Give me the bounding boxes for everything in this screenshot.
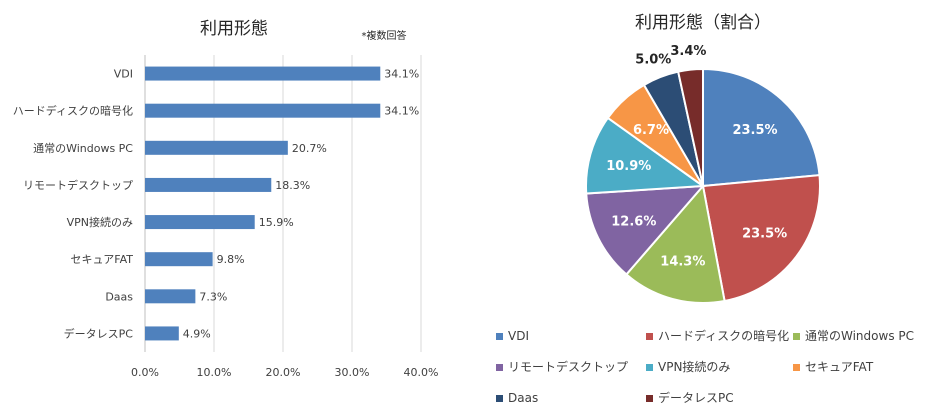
legend-swatch [646,395,653,402]
bar-2 [145,103,381,118]
legend-label: 通常のWindows PC [805,329,914,343]
legend-swatch [496,364,503,371]
legend-swatch [496,333,503,340]
pie-value-label: 10.9% [606,159,651,174]
legend-swatch [646,333,653,340]
bar-3 [145,140,288,155]
category-label: ハードディスクの暗号化 [13,104,133,118]
bar-value-label: 9.8% [217,253,245,266]
legend-label: セキュアFAT [805,360,874,374]
x-tick-label: 30.0% [335,366,370,379]
category-label: セキュアFAT [71,253,134,266]
multiple-answer-note: *複数回答 [362,29,407,42]
category-label: VDI [114,68,133,81]
pie-value-label: 3.4% [670,44,706,59]
bar-4 [145,177,272,192]
bar-1 [145,66,381,81]
pie-value-label: 5.0% [635,52,671,67]
bar-8 [145,326,179,341]
x-tick-label: 40.0% [404,366,439,379]
legend-swatch [793,364,800,371]
bar-value-label: 7.3% [199,290,227,303]
pie-slice-5 [585,116,706,195]
bar-chart-title: 利用形態 [200,19,268,39]
pie-value-label: 23.5% [732,123,777,138]
pie-slice-2 [701,174,821,303]
x-tick-label: 10.0% [197,366,232,379]
category-label: リモートデスクトップ [23,178,133,192]
category-label: Daas [105,290,133,303]
legend-label: Daas [508,391,538,405]
bar-value-label: 15.9% [259,216,294,229]
legend-label: VDI [508,329,529,343]
legend-swatch [496,395,503,402]
legend-swatch [793,333,800,340]
bar-value-label: 20.7% [292,142,327,155]
bar-6 [145,252,213,267]
legend-label: ハードディスクの暗号化 [658,328,789,343]
category-label: データレスPC [64,326,134,340]
pie-value-label: 6.7% [633,123,669,138]
bar-value-label: 18.3% [275,179,310,192]
pie-slice-1 [702,67,821,188]
pie-chart: 利用形態（割合） 23.5% 23.5% 14.3% 12.6% 10.9% 6.7% 5.… [496,13,914,405]
x-tick-label: 0.0% [131,366,159,379]
legend-label: リモートデスクトップ [508,359,628,374]
pie-value-label: 23.5% [742,227,787,242]
pie-slice-4 [585,184,706,276]
legend-swatch [646,364,653,371]
pie-value-label: 14.3% [660,255,705,270]
category-label: 通常のWindows PC [33,142,133,155]
pie-chart-title: 利用形態（割合） [635,13,771,33]
bar-5 [145,215,255,230]
bar-value-label: 4.9% [183,327,211,340]
pie-slice-8 [676,67,704,187]
pie-value-label: 12.6% [611,214,656,229]
x-tick-label: 20.0% [266,366,301,379]
bar-value-label: 34.1% [384,105,419,118]
bar-7 [145,289,196,304]
legend-label: データレスPC [658,390,734,405]
bar-value-label: 34.1% [384,68,419,81]
pie-slice-3 [624,183,726,304]
legend-label: VPN接続のみ [658,359,730,374]
category-label: VPN接続のみ [67,215,133,229]
